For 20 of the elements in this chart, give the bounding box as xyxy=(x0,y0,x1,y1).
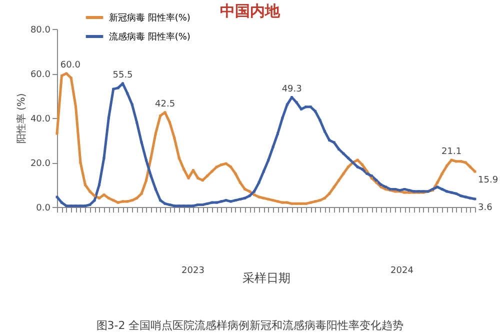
legend-label: 新冠病毒 阳性率(%) xyxy=(109,12,190,24)
data-label: 15.9 xyxy=(478,176,498,186)
caption: 图3-2 全国哨点医院流感样病例新冠和流感病毒阳性率变化趋势 xyxy=(96,318,404,333)
chart-title: 中国内地 xyxy=(220,2,280,21)
data-label: 49.3 xyxy=(282,84,302,94)
y-axis-title: 阳性率 (%) xyxy=(15,93,28,144)
data-label: 55.5 xyxy=(112,70,133,81)
y-tick-label: 80.0 xyxy=(30,26,51,36)
text: 2023 xyxy=(182,266,204,276)
data-label: 42.5 xyxy=(155,99,176,110)
y-tick-label: 60.0 xyxy=(30,70,51,80)
data-label: 3.6 xyxy=(478,202,493,213)
y-tick-label: 40.0 xyxy=(30,114,51,124)
data-label: 21.1 xyxy=(441,147,462,158)
text: 2024 xyxy=(390,266,414,276)
y-tick-label: 20.0 xyxy=(30,159,51,169)
legend-label: 流感病毒 阳性率(%) xyxy=(109,32,190,42)
y-tick-label: 0.0 xyxy=(36,204,51,214)
data-label: 60.0 xyxy=(60,60,81,70)
x-axis-title: 采样日期 xyxy=(242,271,290,285)
